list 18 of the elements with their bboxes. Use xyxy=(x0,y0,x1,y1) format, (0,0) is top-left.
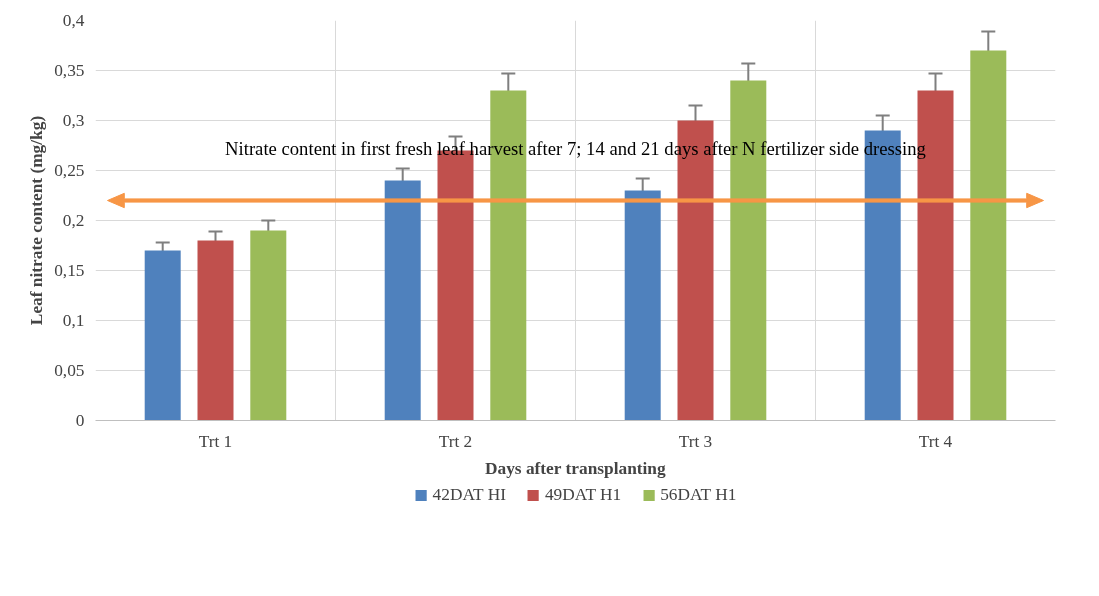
y-tick-label: 0,35 xyxy=(54,61,85,80)
y-tick-label: 0,4 xyxy=(62,11,85,30)
y-tick-label: 0,25 xyxy=(54,161,85,180)
y-tick-label: 0,3 xyxy=(62,111,85,130)
y-axis-title: Leaf nitrate content (mg/kg) xyxy=(27,115,47,326)
y-tick-label: 0,1 xyxy=(62,311,85,330)
x-tick-label: Trt 3 xyxy=(678,431,713,451)
y-tick-label: 0,05 xyxy=(54,361,85,380)
x-tick-label: Trt 4 xyxy=(918,431,953,451)
legend-label: 56DAT H1 xyxy=(660,485,737,505)
y-tick-label: 0,15 xyxy=(54,261,85,280)
x-axis-title: Days after transplanting xyxy=(485,458,667,478)
legend-label: 42DAT HI xyxy=(432,485,506,505)
y-tick-label: 0,2 xyxy=(62,211,85,230)
y-tick-label: 0 xyxy=(75,411,85,430)
legend-label: 49DAT H1 xyxy=(544,485,622,505)
x-tick-label: Trt 1 xyxy=(198,431,233,451)
x-tick-label: Trt 2 xyxy=(438,431,473,451)
